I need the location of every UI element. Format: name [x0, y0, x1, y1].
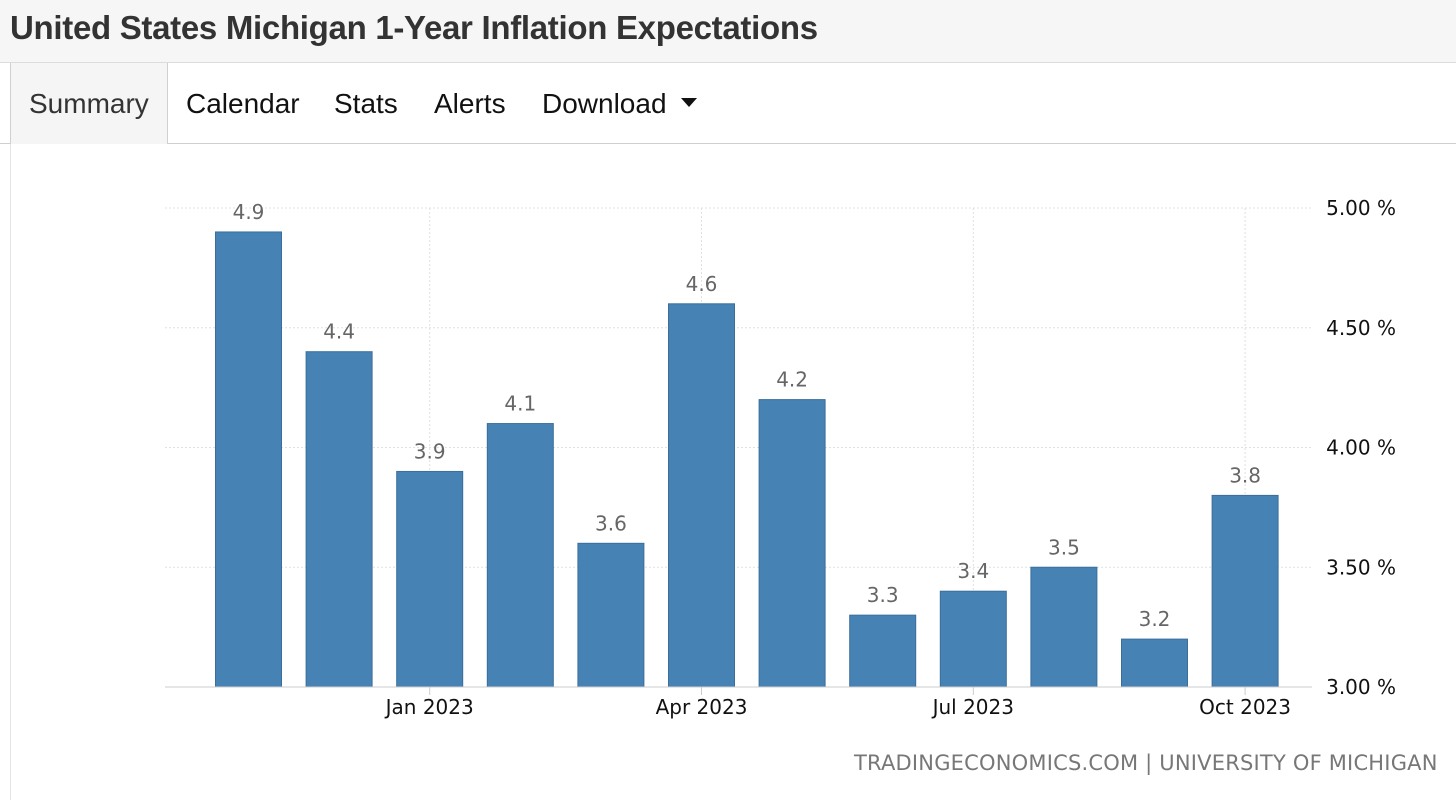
x-tick-label: Jan 2023 — [384, 695, 474, 719]
chart-area — [10, 144, 1456, 800]
bar-jun-2023[interactable] — [849, 614, 917, 688]
tab-calendar[interactable]: Calendar — [186, 88, 300, 119]
y-tick-label: 3.00 % — [1326, 675, 1396, 699]
x-tick-label: Apr 2023 — [656, 695, 748, 719]
bar-value-label: 3.3 — [867, 583, 899, 607]
tab-download[interactable]: Download — [542, 63, 697, 143]
x-tick-label: Jul 2023 — [931, 695, 1014, 719]
bar-oct-2023[interactable] — [1211, 494, 1279, 688]
bar-value-label: 3.9 — [414, 439, 446, 463]
bar-may-2023[interactable] — [758, 399, 826, 688]
tab-download-label: Download — [542, 88, 667, 119]
tab-strip: Summary Calendar Stats Alerts Download — [0, 63, 1456, 144]
y-tick-label: 4.00 % — [1326, 436, 1396, 460]
y-tick-label: 4.50 % — [1326, 316, 1396, 340]
bar-value-label: 3.2 — [1139, 607, 1171, 631]
bar-feb-2023[interactable] — [486, 423, 554, 688]
bar-value-label: 4.1 — [504, 392, 536, 416]
tab-alerts[interactable]: Alerts — [434, 88, 506, 119]
source-credit: TRADINGECONOMICS.COM | UNIVERSITY OF MIC… — [854, 751, 1438, 775]
bar-value-label: 4.6 — [686, 272, 718, 296]
bar-value-label: 3.5 — [1048, 535, 1080, 559]
page-title: United States Michigan 1-Year Inflation … — [10, 9, 818, 46]
bar-mar-2023[interactable] — [577, 542, 645, 688]
bar-value-label: 4.9 — [233, 200, 265, 224]
bar-nov-2022[interactable] — [215, 231, 282, 688]
y-tick-label: 3.50 % — [1326, 555, 1396, 579]
tab-summary[interactable]: Summary — [10, 63, 168, 144]
tab-stats[interactable]: Stats — [334, 88, 398, 119]
bar-sep-2023[interactable] — [1121, 638, 1188, 688]
bar-dec-2022[interactable] — [305, 351, 373, 688]
bar-apr-2023[interactable] — [668, 303, 735, 688]
bar-value-label: 3.8 — [1229, 463, 1261, 487]
caret-down-icon[interactable] — [680, 98, 697, 108]
bar-value-label: 4.4 — [323, 320, 355, 344]
bar-aug-2023[interactable] — [1030, 566, 1098, 688]
bar-value-label: 4.2 — [776, 368, 808, 392]
bar-jan-2023[interactable] — [396, 470, 464, 688]
bar-value-label: 3.6 — [595, 511, 627, 535]
title-bar: United States Michigan 1-Year Inflation … — [0, 0, 1456, 63]
bar-value-label: 3.4 — [957, 559, 989, 583]
bar-jul-2023[interactable] — [939, 590, 1007, 688]
x-tick-label: Oct 2023 — [1199, 695, 1291, 719]
y-tick-label: 5.00 % — [1326, 196, 1396, 220]
